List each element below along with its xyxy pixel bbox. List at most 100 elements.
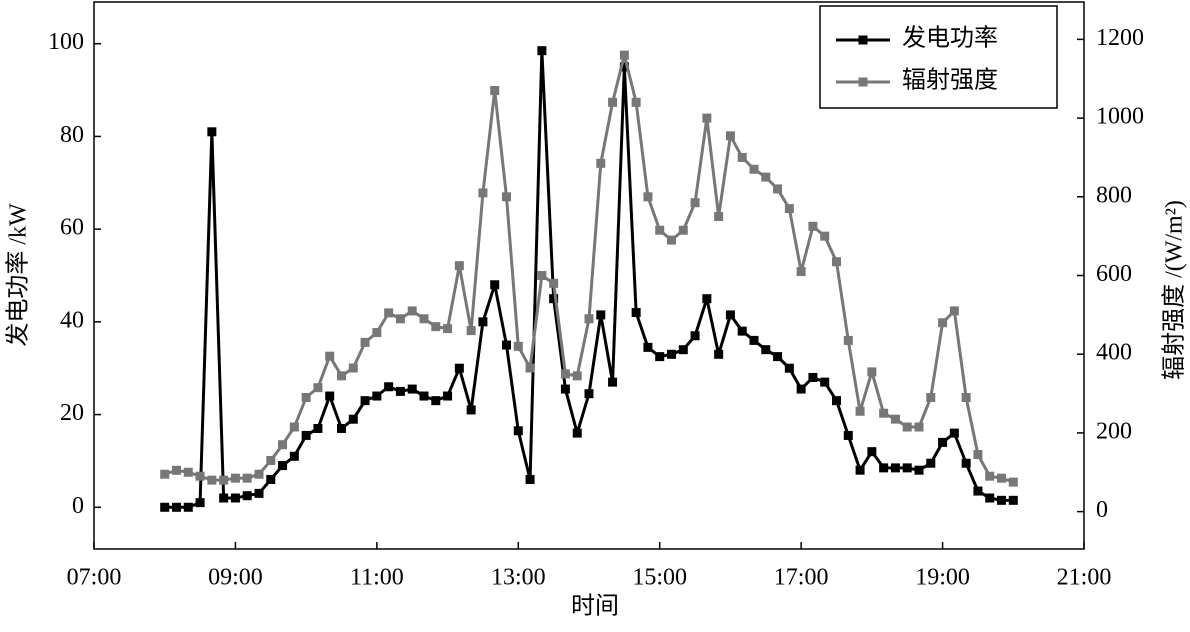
series-marker bbox=[879, 408, 889, 418]
x-tick-label: 15:00 bbox=[632, 565, 687, 591]
series-marker bbox=[1008, 477, 1018, 487]
series-marker bbox=[737, 326, 747, 336]
series-line bbox=[164, 53, 1014, 484]
series-marker bbox=[973, 486, 983, 496]
series-marker bbox=[879, 463, 889, 473]
series-marker bbox=[372, 328, 382, 338]
series-marker bbox=[419, 391, 429, 401]
y2-tick-label: 800 bbox=[1096, 182, 1132, 208]
series-marker bbox=[207, 475, 217, 485]
series-marker bbox=[784, 363, 794, 373]
y-tick-label: 60 bbox=[60, 215, 84, 241]
y-axis-label: 发电功率 /kW bbox=[5, 203, 32, 347]
legend-marker bbox=[858, 77, 868, 87]
y-tick-label: 0 bbox=[72, 493, 84, 519]
y2-axis-label: 辐射强度 /(W/m²) bbox=[1161, 200, 1188, 380]
series-marker bbox=[537, 46, 547, 56]
series-marker bbox=[348, 414, 358, 424]
series-marker bbox=[502, 192, 511, 202]
series-marker bbox=[219, 475, 229, 485]
y2-tick-label: 1200 bbox=[1096, 25, 1144, 51]
series-marker bbox=[985, 493, 995, 503]
series-marker bbox=[525, 474, 535, 484]
series-marker bbox=[560, 384, 570, 394]
series-marker bbox=[513, 341, 523, 351]
series-marker bbox=[655, 352, 665, 362]
series-marker bbox=[973, 450, 983, 460]
series-marker bbox=[478, 188, 488, 198]
series-marker bbox=[667, 235, 676, 245]
series-marker bbox=[278, 440, 288, 450]
series-marker bbox=[183, 502, 193, 512]
series-marker bbox=[549, 294, 559, 304]
series-marker bbox=[808, 372, 818, 382]
series-marker bbox=[855, 406, 865, 416]
series-marker bbox=[313, 383, 323, 393]
series-marker bbox=[784, 204, 794, 214]
series-marker bbox=[466, 405, 476, 415]
series-marker bbox=[702, 113, 712, 123]
y2-tick-label: 600 bbox=[1096, 261, 1132, 287]
x-tick-label: 21:00 bbox=[1057, 565, 1112, 591]
series-marker bbox=[608, 377, 618, 387]
series-marker bbox=[643, 342, 653, 352]
series-marker bbox=[407, 384, 417, 394]
series-marker bbox=[914, 465, 924, 475]
y-tick-label: 100 bbox=[48, 29, 84, 55]
series-marker bbox=[678, 345, 688, 355]
series-marker bbox=[608, 97, 618, 107]
series-marker bbox=[337, 423, 346, 433]
series-marker bbox=[443, 324, 453, 334]
x-axis-label: 时间 bbox=[571, 593, 619, 620]
series-marker bbox=[902, 463, 912, 473]
x-tick-label: 17:00 bbox=[774, 565, 829, 591]
series-marker bbox=[572, 428, 582, 438]
series-marker bbox=[313, 423, 323, 433]
series-marker bbox=[454, 363, 464, 373]
series-marker bbox=[832, 396, 841, 406]
series-marker bbox=[796, 267, 806, 277]
series-marker bbox=[714, 349, 724, 359]
series-marker bbox=[997, 495, 1006, 505]
series-marker bbox=[419, 314, 429, 324]
series-marker bbox=[443, 391, 453, 401]
series-marker bbox=[266, 474, 276, 484]
series-marker bbox=[183, 467, 193, 477]
series-marker bbox=[725, 310, 735, 320]
series-marker bbox=[219, 493, 229, 503]
legend-marker bbox=[858, 35, 868, 45]
series-marker bbox=[490, 280, 500, 290]
series-marker bbox=[360, 337, 370, 347]
series-marker bbox=[938, 437, 948, 447]
series-marker bbox=[761, 345, 771, 355]
series-marker bbox=[513, 426, 523, 436]
x-tick-label: 09:00 bbox=[208, 565, 263, 591]
series-marker bbox=[395, 314, 405, 324]
series-marker bbox=[537, 271, 547, 280]
series-marker bbox=[584, 389, 594, 399]
series-marker bbox=[690, 331, 700, 341]
series-marker bbox=[172, 502, 181, 512]
series-marker bbox=[195, 471, 205, 481]
series-marker bbox=[961, 458, 971, 468]
series-marker bbox=[737, 152, 747, 162]
series-marker bbox=[926, 392, 936, 402]
series-marker bbox=[961, 392, 971, 402]
series-marker bbox=[242, 491, 252, 501]
x-tick-label: 19:00 bbox=[915, 565, 970, 591]
series-marker bbox=[725, 131, 735, 141]
series-marker bbox=[337, 371, 346, 381]
series-marker bbox=[749, 164, 759, 174]
series-marker bbox=[230, 493, 240, 503]
series-marker bbox=[431, 322, 441, 332]
series-marker bbox=[678, 225, 688, 235]
series-marker bbox=[325, 391, 335, 401]
series-marker bbox=[596, 310, 606, 320]
series-marker bbox=[796, 384, 806, 394]
series-marker bbox=[289, 451, 299, 461]
series-marker bbox=[914, 422, 924, 432]
series-marker bbox=[667, 349, 676, 359]
x-tick-label: 07:00 bbox=[67, 565, 122, 591]
series-marker bbox=[820, 377, 830, 387]
